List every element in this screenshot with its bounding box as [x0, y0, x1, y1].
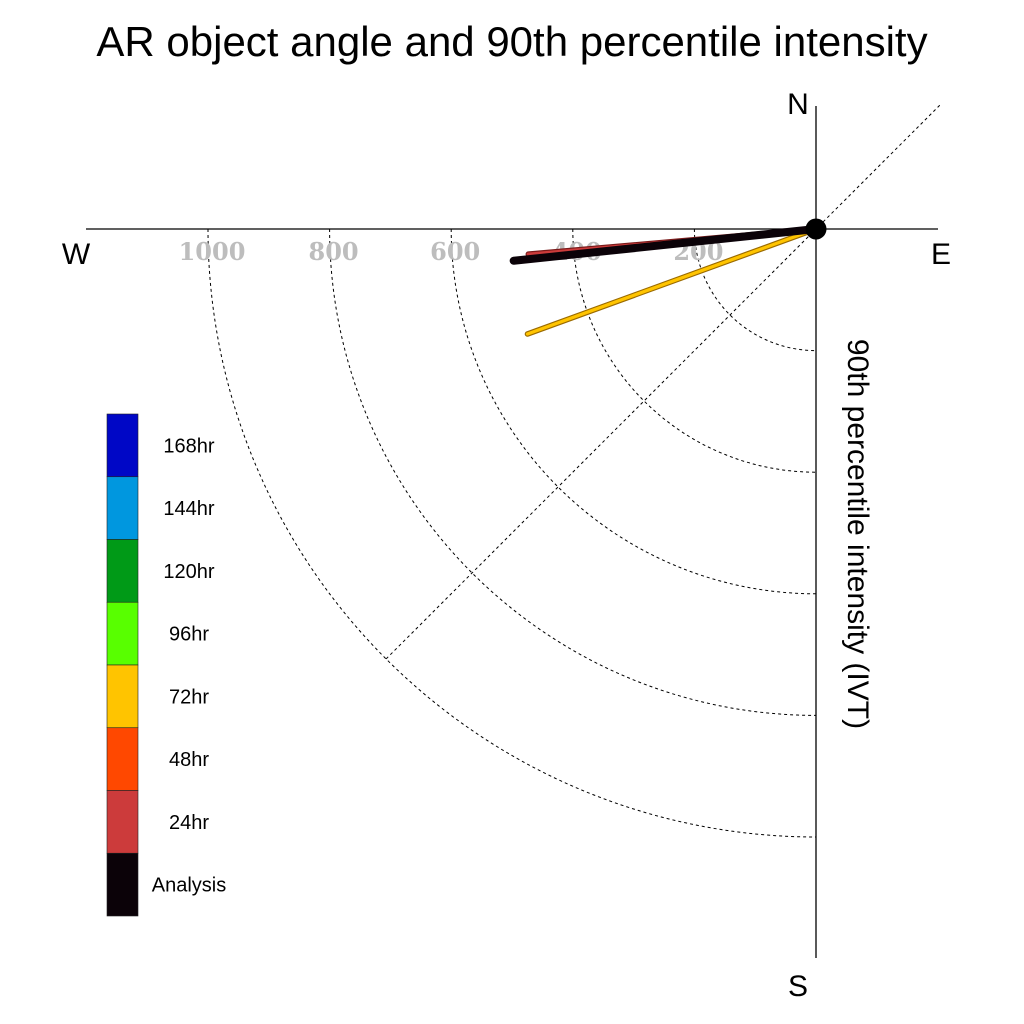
- legend-swatch-48hr: [106, 727, 139, 791]
- legend-swatch-144hr: [106, 476, 139, 540]
- grid-ring-800: [329, 228, 817, 716]
- tick-label-800: 800: [309, 237, 359, 266]
- chart-title: AR object angle and 90th percentile inte…: [96, 18, 927, 65]
- legend-label-24hr: 24hr: [169, 812, 209, 834]
- legend-swatch-120hr: [106, 539, 139, 603]
- legend-swatch-24hr: [106, 790, 139, 854]
- grid-ring-600: [450, 228, 817, 595]
- legend-label-144hr: 144hr: [163, 498, 214, 520]
- series-line-Analysis: [509, 225, 820, 265]
- origin-point: [805, 218, 827, 240]
- grid-diagonal: [385, 104, 941, 660]
- series-line-72hr: [525, 227, 818, 336]
- legend-swatch-96hr: [106, 601, 139, 666]
- legend-swatch-Analysis: [106, 852, 139, 917]
- legend-label-120hr: 120hr: [163, 561, 214, 583]
- compass-south: S: [788, 970, 808, 1003]
- legend-label-96hr: 96hr: [169, 624, 209, 646]
- legend: 168hr 144hr 120hr 96hr 72hr 48hr 24hr Analysis: [106, 413, 226, 917]
- series-group: [509, 225, 820, 337]
- grid-ring-1000: [207, 228, 817, 838]
- tick-label-600: 600: [430, 237, 480, 266]
- grid: [207, 104, 941, 838]
- legend-label-168hr: 168hr: [163, 435, 214, 457]
- compass-west: W: [62, 238, 91, 271]
- legend-label-48hr: 48hr: [169, 749, 209, 771]
- compass-east: E: [931, 238, 951, 271]
- grid-ring-400: [572, 228, 817, 473]
- grid-ring-200: [693, 228, 817, 352]
- legend-label-72hr: 72hr: [169, 686, 209, 708]
- legend-swatch-72hr: [106, 664, 139, 729]
- y-axis-label: 90th percentile intensity (IVT): [841, 339, 874, 729]
- legend-label-Analysis: Analysis: [152, 875, 226, 897]
- legend-swatch-168hr: [106, 413, 139, 478]
- compass-north: N: [787, 88, 809, 121]
- tick-label-1000: 1000: [179, 237, 246, 266]
- radial-tick-labels: 2004006008001000: [179, 237, 724, 266]
